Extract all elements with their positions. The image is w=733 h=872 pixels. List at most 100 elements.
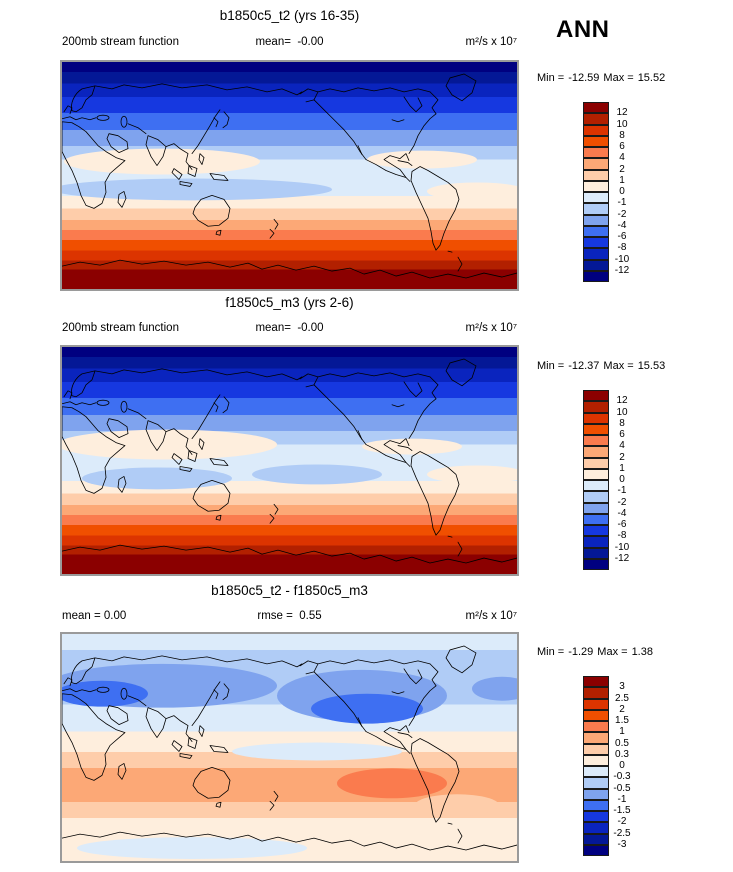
subtitle-row: 200mb stream function mean= -0.00 m²/s x… [62,322,517,336]
colorbar [583,390,609,570]
colorbar-segment [583,687,609,699]
mean-stat: mean = 0.00 [62,610,127,622]
tick-label: -1 [617,197,627,209]
tick-label: -8 [617,530,627,542]
max-label: Max = [603,360,634,372]
tick-label: 6 [619,429,625,440]
colorbar-ticks: 3 2.5 2 1.5 1 0.5 0.3 0 -0.3 -0.5 -1 -1.5 -2 -2.5 -3 [607,676,637,856]
colorbar [583,102,609,282]
tick-label: 12 [616,107,628,119]
max-value: 15.52 [637,72,666,84]
max-label: Max = [597,646,628,658]
season-label: ANN [556,16,610,43]
max-value: 15.53 [637,360,666,372]
tick-label: -4 [617,219,627,231]
tick-label: -10 [614,541,630,553]
variable-label: 200mb stream function [62,322,179,334]
colorbar-segment [583,480,609,492]
contour-map-difference [62,634,517,861]
tick-label: 8 [619,417,625,429]
tick-label: -1.5 [613,805,631,816]
minmax-stats: Min = -12.59 Max = 15.52 [537,72,733,84]
colorbar-segment [583,124,609,136]
colorbar-segment [583,732,609,744]
tick-label: 4 [619,152,625,164]
tick-label: 1 [619,726,625,738]
colorbar-segment [583,169,609,181]
map-panel-3 [60,632,519,863]
colorbar-segment [583,147,609,159]
colorbar-segment [583,676,609,688]
mean-stat: mean= -0.00 [255,36,324,48]
colorbar-segment [583,811,609,823]
tick-label: -6 [617,519,627,530]
colorbar-segment [583,525,609,537]
map-panel-1 [60,60,519,291]
tick-label: 4 [619,440,625,452]
tick-label: -12 [614,552,630,564]
tick-label: 0 [619,760,625,771]
colorbar-segment [583,536,609,548]
colorbar-segment [583,513,609,525]
minmax-stats: Min = -1.29 Max = 1.38 [537,646,733,658]
colorbar-segment [583,214,609,226]
subtitle-row: 200mb stream function mean= -0.00 m²/s x… [62,36,517,50]
colorbar-segment [583,468,609,480]
tick-label: 6 [619,141,625,152]
mean-stat: mean= -0.00 [255,322,324,334]
colorbar-segment [583,259,609,271]
tick-label: 10 [616,118,628,130]
tick-label: 2 [619,163,625,175]
colorbar-segment [583,435,609,447]
map-panel-2 [60,345,519,576]
colorbar-ticks: 12 10 8 6 4 2 1 0 -1 -2 -4 -6 -8 -10 -12 [607,102,637,282]
max-value: 1.38 [631,646,653,658]
tick-label: -10 [614,253,630,265]
colorbar-segment [583,558,609,570]
min-value: -12.37 [568,360,600,372]
max-label: Max = [603,72,634,84]
tick-label: 12 [616,395,628,407]
contour-map-case1 [62,62,517,289]
colorbar-segment [583,270,609,282]
colorbar-segment [583,698,609,710]
tick-label: 1 [619,462,625,474]
colorbar [583,676,609,856]
contour-anomaly-blobs [62,148,517,201]
tick-label: 2 [619,703,625,715]
panel-title: b1850c5_t2 (yrs 16-35) [219,8,360,23]
min-label: Min = [537,360,565,372]
tick-label: 0.3 [615,748,629,760]
colorbar-segment [583,412,609,424]
tick-label: 2.5 [615,692,629,704]
min-value: -12.59 [568,72,600,84]
colorbar-segment [583,248,609,260]
variable-label: 200mb stream function [62,36,179,48]
tick-label: 1.5 [615,715,629,726]
colorbar-segment [583,833,609,845]
colorbar-segment [583,777,609,789]
tick-label: -12 [614,264,630,276]
colorbar-segment [583,158,609,170]
tick-label: -2 [617,496,627,508]
tick-label: 0 [619,474,625,485]
contour-fill [62,62,517,289]
colorbar-segment [583,192,609,204]
units-label: m²/s x 10⁷ [465,36,517,48]
min-label: Min = [537,646,565,658]
colorbar-segment [583,502,609,514]
tick-label: 1 [619,174,625,186]
colorbar-segment [583,237,609,249]
contour-anomaly-blobs [62,663,517,860]
colorbar-segment [583,754,609,766]
colorbar-segment [583,180,609,192]
colorbar-segment [583,491,609,503]
tick-label: 8 [619,129,625,141]
colorbar-segment [583,822,609,834]
tick-label: 3 [619,681,625,693]
contour-fill [62,347,517,574]
colorbar-segment [583,135,609,147]
tick-label: -4 [617,507,627,519]
tick-label: -2.5 [613,827,631,839]
